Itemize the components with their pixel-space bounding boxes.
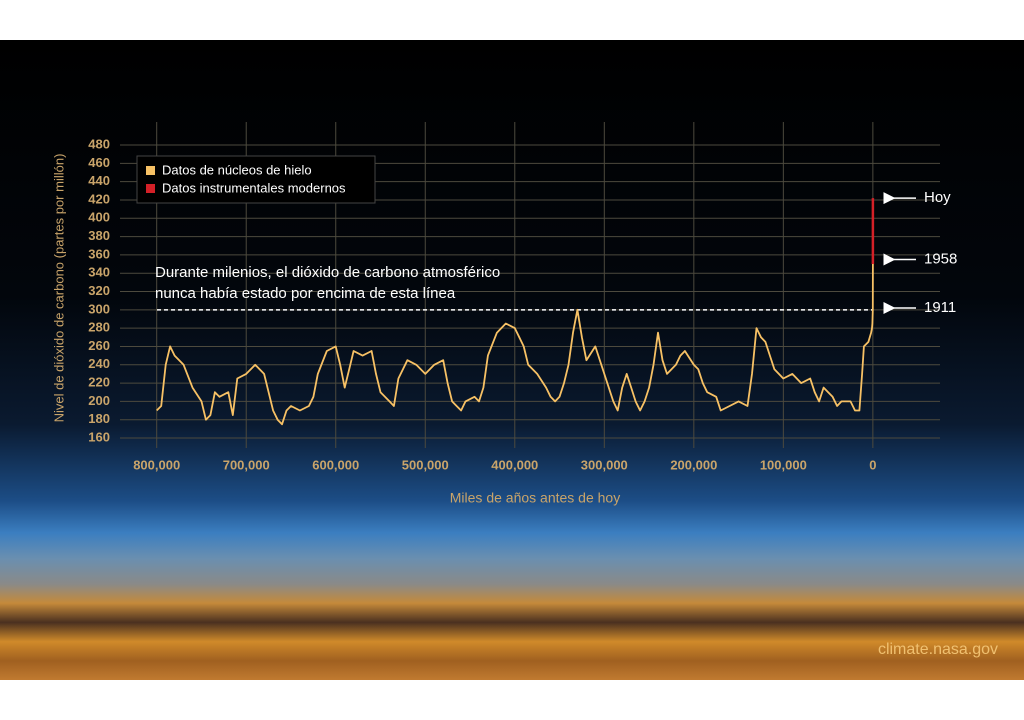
x-tick-label: 200,000	[670, 457, 717, 472]
data-line	[156, 259, 874, 426]
legend-box	[136, 155, 376, 204]
x-tick-label: 600,000	[312, 457, 359, 472]
legend-swatch	[146, 184, 155, 193]
y-tick-label: 200	[88, 393, 110, 408]
credit: climate.nasa.gov	[878, 641, 998, 658]
annotation-label: 1911	[924, 299, 956, 316]
y-axis-label: Nivel de dióxido de carbono (partes por …	[51, 154, 66, 423]
y-tick-label: 180	[88, 411, 110, 426]
x-tick-label: 100,000	[760, 457, 807, 472]
x-tick-label: 800,000	[133, 457, 180, 472]
y-tick-label: 460	[88, 155, 110, 170]
y-tick-label: 220	[88, 375, 110, 390]
x-tick-label: 400,000	[491, 457, 538, 472]
y-tick-label: 240	[88, 356, 110, 371]
y-tick-label: 440	[88, 173, 110, 188]
y-tick-label: 360	[88, 246, 110, 261]
legend-label: Datos de núcleos de hielo	[162, 162, 312, 177]
y-tick-label: 260	[88, 338, 110, 353]
reference-text: nunca había estado por encima de esta lí…	[155, 285, 456, 302]
background	[0, 40, 1024, 680]
legend-label: Datos instrumentales modernos	[162, 180, 346, 195]
x-tick-label: 300,000	[581, 457, 628, 472]
y-tick-label: 160	[88, 429, 110, 444]
x-axis-label: Miles de años antes de hoy	[450, 490, 620, 506]
y-tick-label: 480	[88, 136, 110, 151]
reference-text: Durante milenios, el dióxido de carbono …	[155, 264, 500, 281]
x-tick-label: 0	[869, 457, 876, 472]
y-tick-label: 320	[88, 283, 110, 298]
y-tick-label: 400	[88, 210, 110, 225]
annotation-label: Hoy	[924, 189, 951, 206]
x-tick-label: 700,000	[223, 457, 270, 472]
y-tick-label: 280	[88, 320, 110, 335]
legend: Datos de núcleos de hielo Datos instrumen…	[136, 155, 376, 204]
legend-swatch	[146, 166, 155, 175]
y-tick-label: 420	[88, 191, 110, 206]
annotation-label: 1958	[924, 250, 957, 267]
x-tick-label: 500,000	[402, 457, 449, 472]
y-tick-label: 380	[88, 228, 110, 243]
y-tick-label: 340	[88, 265, 110, 280]
y-tick-label: 300	[88, 301, 110, 316]
